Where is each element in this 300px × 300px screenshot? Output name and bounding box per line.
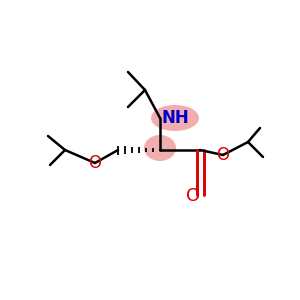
- Text: NH: NH: [161, 109, 189, 127]
- Ellipse shape: [151, 105, 199, 131]
- Text: O: O: [88, 154, 101, 172]
- Text: O: O: [217, 146, 230, 164]
- Text: O: O: [186, 187, 200, 205]
- Ellipse shape: [144, 135, 176, 161]
